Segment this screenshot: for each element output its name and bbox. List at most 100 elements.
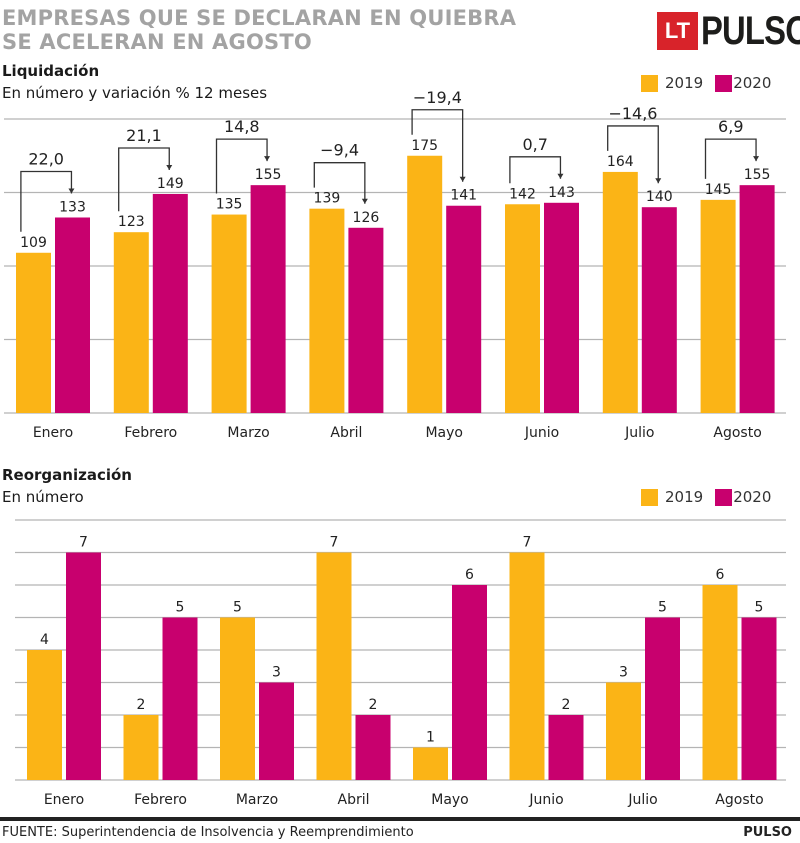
value-label: 3 bbox=[619, 665, 628, 681]
arrow-head-icon bbox=[557, 173, 564, 179]
bar-2019-marzo bbox=[220, 617, 255, 780]
bar-2019-abril bbox=[309, 208, 345, 413]
value-label: 5 bbox=[233, 600, 242, 616]
x-tick-label: Marzo bbox=[227, 425, 269, 441]
variation-bracket bbox=[509, 156, 562, 184]
chart-reorganizacion: 4 7 Enero 2 5 Febrero 5 3 Marzo 7 2 Abril 1 6 Mayo 7 2 Ju… bbox=[15, 519, 786, 808]
variation-label: 6,9 bbox=[718, 117, 743, 136]
x-tick-label: Mayo bbox=[425, 425, 463, 441]
variation-bracket bbox=[607, 125, 659, 184]
bar-2020-abril bbox=[348, 227, 384, 413]
legend-swatch-2019 bbox=[641, 488, 658, 506]
legend-label-2019: 2019 bbox=[665, 74, 704, 92]
legend-liquidacion: 2019 2020 bbox=[641, 74, 783, 92]
x-tick-label: Abril bbox=[330, 425, 362, 441]
value-label: 6 bbox=[465, 567, 474, 583]
value-label: 145 bbox=[705, 182, 732, 198]
x-tick-label: Febrero bbox=[124, 425, 177, 441]
source-note: FUENTE: Superintendencia de Insolvencia … bbox=[2, 825, 414, 840]
x-tick-label: Febrero bbox=[134, 792, 187, 808]
x-tick-label: Enero bbox=[44, 792, 84, 808]
x-tick-label: Julio bbox=[624, 425, 654, 441]
section-title-liquidacion: Liquidación bbox=[2, 62, 100, 80]
legend-swatch-2020 bbox=[715, 74, 733, 92]
value-label: 7 bbox=[79, 535, 88, 551]
value-label: 3 bbox=[272, 665, 281, 681]
section-subtitle-liquidacion: En número y variación % 12 meses bbox=[2, 84, 268, 102]
x-tick-label: Agosto bbox=[713, 425, 761, 441]
bar-2020-abril bbox=[355, 715, 391, 780]
value-label: 149 bbox=[157, 176, 184, 192]
section-title-reorganizacion: Reorganización bbox=[2, 466, 132, 484]
bar-2020-junio bbox=[548, 715, 584, 780]
arrow-head-icon bbox=[68, 188, 75, 194]
bar-2020-enero bbox=[66, 552, 101, 780]
legend-reorganizacion: 2019 2020 bbox=[641, 488, 783, 506]
value-label: 4 bbox=[40, 632, 49, 648]
x-tick-label: Marzo bbox=[236, 792, 278, 808]
value-label: 6 bbox=[716, 567, 725, 583]
bar-2020-agosto bbox=[739, 185, 775, 413]
bar-2019-febrero bbox=[123, 715, 159, 780]
value-label: 109 bbox=[20, 235, 47, 251]
value-label: 2 bbox=[137, 697, 146, 713]
value-label: 140 bbox=[646, 189, 673, 205]
value-label: 5 bbox=[658, 600, 667, 616]
bar-2020-agosto bbox=[741, 617, 777, 780]
x-tick-label: Mayo bbox=[431, 792, 469, 808]
value-label: 1 bbox=[426, 730, 435, 746]
variation-bracket bbox=[215, 138, 268, 194]
variation-label: −14,6 bbox=[608, 104, 657, 123]
chart-title: EMPRESAS QUE SE DECLARAN EN QUIEBRA SE A… bbox=[2, 6, 516, 54]
bar-2019-agosto bbox=[702, 585, 738, 780]
value-label: 175 bbox=[411, 138, 438, 154]
legend-label-2020: 2020 bbox=[733, 74, 772, 92]
bar-2019-febrero bbox=[113, 232, 149, 413]
value-label: 7 bbox=[523, 535, 532, 551]
bar-2019-mayo bbox=[413, 747, 448, 780]
x-tick-label: Junio bbox=[524, 425, 559, 441]
x-tick-label: Junio bbox=[528, 792, 563, 808]
x-tick-label: Enero bbox=[33, 425, 73, 441]
variation-label: 0,7 bbox=[522, 135, 547, 154]
value-label: 126 bbox=[353, 210, 380, 226]
legend-label-2020: 2020 bbox=[733, 488, 772, 506]
bar-2019-agosto bbox=[700, 199, 736, 413]
footer-divider bbox=[0, 817, 800, 821]
value-label: 133 bbox=[59, 199, 86, 215]
legend-label-2019: 2019 bbox=[665, 488, 704, 506]
variation-bracket bbox=[118, 147, 170, 212]
bar-2020-julio bbox=[641, 207, 677, 413]
bar-2020-julio bbox=[645, 617, 680, 780]
variation-bracket bbox=[20, 170, 73, 232]
value-label: 164 bbox=[607, 154, 634, 170]
arrow-head-icon bbox=[459, 176, 466, 182]
bar-2020-febrero bbox=[162, 617, 198, 780]
arrow-head-icon bbox=[166, 164, 173, 170]
bar-2019-julio bbox=[606, 682, 641, 780]
legend-swatch-2020 bbox=[715, 488, 733, 506]
bar-2019-enero bbox=[27, 650, 62, 780]
value-label: 135 bbox=[216, 197, 243, 213]
arrow-head-icon bbox=[753, 156, 760, 162]
variation-label: −9,4 bbox=[320, 141, 359, 160]
variation-label: −19,4 bbox=[413, 88, 462, 107]
bar-2019-mayo bbox=[407, 155, 443, 413]
arrow-head-icon bbox=[264, 156, 271, 162]
bar-2020-junio bbox=[544, 202, 579, 413]
bar-2020-marzo bbox=[259, 682, 294, 780]
section-subtitle-reorganizacion: En número bbox=[2, 488, 84, 506]
value-label: 155 bbox=[744, 167, 771, 183]
value-label: 2 bbox=[562, 697, 571, 713]
variation-bracket bbox=[411, 109, 464, 182]
value-label: 143 bbox=[548, 185, 575, 201]
bar-2020-febrero bbox=[152, 193, 188, 413]
x-tick-label: Agosto bbox=[715, 792, 763, 808]
value-label: 7 bbox=[330, 535, 339, 551]
logo-name: PULSO bbox=[701, 8, 800, 53]
variation-bracket bbox=[704, 138, 757, 179]
bar-2020-enero bbox=[55, 217, 90, 413]
bar-2019-abril bbox=[316, 552, 352, 780]
legend-swatch-2019 bbox=[641, 74, 658, 92]
arrow-head-icon bbox=[361, 198, 368, 204]
